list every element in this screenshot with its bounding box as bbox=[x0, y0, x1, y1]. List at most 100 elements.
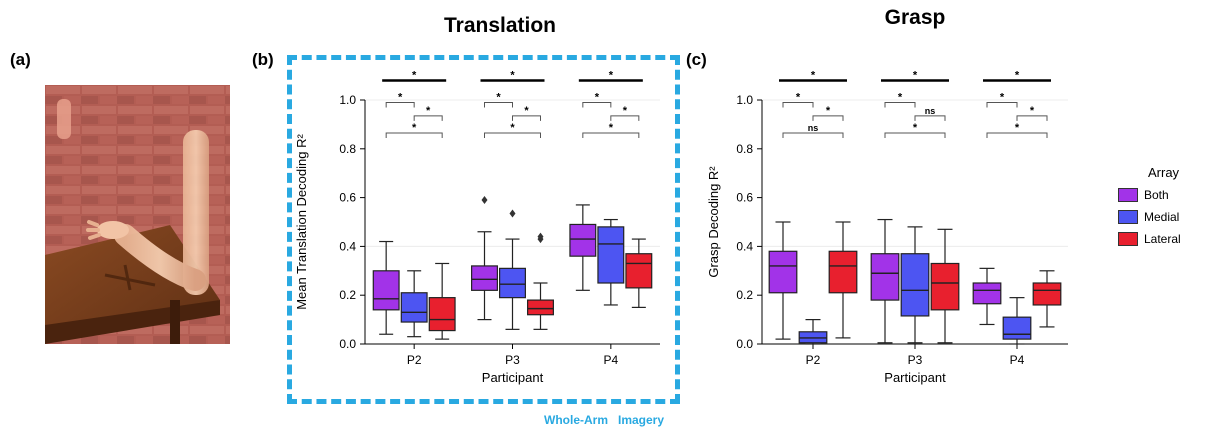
significance-label: * bbox=[426, 105, 431, 117]
legend-swatch-lateral bbox=[1118, 232, 1138, 246]
significance-label: * bbox=[609, 122, 614, 134]
box-body bbox=[972, 282, 1002, 305]
box-medial bbox=[1002, 297, 1032, 345]
box-body bbox=[597, 226, 625, 284]
bracket-line bbox=[986, 101, 1018, 108]
box-medial bbox=[499, 209, 526, 330]
box-lateral bbox=[527, 232, 554, 330]
box-lateral bbox=[428, 262, 456, 340]
virtual-arm-scene bbox=[45, 85, 230, 344]
significance-bracket: * bbox=[884, 91, 916, 108]
panel-label-c: (c) bbox=[686, 50, 707, 69]
outlier-point bbox=[509, 209, 516, 218]
significance-bracket: * bbox=[480, 69, 545, 82]
legend-label-both: Both bbox=[1144, 188, 1169, 202]
legend-label-lateral: Lateral bbox=[1144, 232, 1181, 246]
significance-label: * bbox=[623, 105, 628, 117]
legend-item-both: Both bbox=[1118, 184, 1181, 206]
box-lateral bbox=[1032, 270, 1062, 328]
box-body bbox=[471, 265, 498, 291]
legend-swatch-medial bbox=[1118, 210, 1138, 224]
bracket-line bbox=[782, 101, 814, 108]
translation-boxplot: 0.0 0.2 0.4 0.6 0.8 1.0 Mean Translation Decod… bbox=[294, 69, 660, 385]
box-body bbox=[428, 297, 456, 332]
significance-bracket: * bbox=[582, 91, 612, 108]
box-body bbox=[768, 250, 798, 294]
box-both bbox=[972, 267, 1002, 326]
significance-bracket: ns bbox=[782, 123, 844, 138]
box-body bbox=[372, 270, 400, 311]
legend-label-medial: Medial bbox=[1144, 210, 1180, 224]
bracket-line bbox=[914, 115, 946, 121]
significance-bracket: * bbox=[413, 105, 443, 121]
significance-bracket: ns bbox=[914, 106, 946, 121]
significance-bracket: * bbox=[610, 105, 640, 121]
box-body bbox=[400, 292, 428, 323]
x-tick-label: P2 bbox=[407, 353, 422, 367]
box-both bbox=[870, 218, 900, 344]
significance-bracket: * bbox=[484, 122, 541, 138]
significance-bracket: * bbox=[512, 105, 541, 121]
virtual-arm-illustration bbox=[45, 85, 230, 344]
bracket-line bbox=[512, 115, 541, 121]
box-body bbox=[900, 253, 930, 317]
bracket-line bbox=[986, 132, 1048, 138]
y-axis-title: Mean Translation Decoding R² bbox=[294, 134, 309, 310]
x-tick-label: P4 bbox=[1010, 353, 1025, 367]
x-tick-label: P2 bbox=[806, 353, 821, 367]
significance-label: * bbox=[510, 122, 515, 134]
box-body bbox=[1032, 282, 1062, 306]
significance-label: * bbox=[595, 91, 600, 103]
significance-bracket: * bbox=[382, 69, 447, 82]
y-tick-label: 0.6 bbox=[736, 191, 753, 205]
significance-label: * bbox=[1000, 91, 1005, 103]
y-axis-title: Grasp Decoding R² bbox=[706, 166, 721, 278]
significance-label: * bbox=[913, 69, 918, 81]
bracket-line bbox=[884, 101, 916, 108]
legend-title: Array bbox=[1148, 165, 1180, 180]
x-axis-title: Participant bbox=[884, 370, 946, 385]
panel-label-b: (b) bbox=[252, 50, 274, 69]
outlier-point bbox=[481, 196, 488, 205]
bracket-line bbox=[413, 115, 443, 121]
bracket-line bbox=[1016, 115, 1048, 121]
box-body bbox=[870, 253, 900, 301]
significance-label: * bbox=[1015, 122, 1020, 134]
box-medial bbox=[798, 319, 828, 345]
y-tick-label: 1.0 bbox=[736, 93, 753, 107]
whole-arm-imagery-caption: Whole-Arm Imagery bbox=[544, 413, 665, 427]
significance-label: * bbox=[826, 105, 831, 117]
box-lateral bbox=[828, 221, 858, 339]
significance-label: * bbox=[796, 91, 801, 103]
box-body bbox=[930, 262, 960, 311]
significance-bracket: * bbox=[986, 91, 1018, 108]
translation-title: Translation bbox=[443, 14, 557, 37]
whole-arm-highlight-frame bbox=[287, 55, 680, 404]
box-body bbox=[569, 223, 597, 257]
legend-item-medial: Medial bbox=[1118, 206, 1181, 228]
significance-label: ns bbox=[808, 123, 819, 133]
box-both bbox=[372, 240, 400, 335]
x-axis-title: Participant bbox=[482, 370, 544, 385]
significance-bracket: * bbox=[782, 91, 814, 108]
x-tick-label: P3 bbox=[505, 353, 520, 367]
significance-bracket: * bbox=[484, 91, 513, 108]
bracket-line bbox=[610, 115, 640, 121]
bracket-line bbox=[582, 132, 640, 138]
y-tick-label: 0.2 bbox=[339, 288, 356, 302]
bracket-line bbox=[484, 101, 513, 108]
bracket-line bbox=[812, 115, 844, 121]
significance-bracket: * bbox=[983, 69, 1051, 82]
significance-label: * bbox=[811, 69, 816, 81]
y-tick-label: 0.0 bbox=[339, 337, 356, 351]
significance-bracket: * bbox=[582, 122, 640, 138]
bracket-line bbox=[884, 132, 946, 138]
legend: Array Both Medial Lateral bbox=[1118, 165, 1181, 250]
significance-bracket: * bbox=[385, 91, 415, 108]
y-tick-label: 1.0 bbox=[339, 93, 356, 107]
bracket-line bbox=[782, 132, 844, 138]
significance-bracket: * bbox=[881, 69, 949, 82]
bracket-line bbox=[582, 101, 612, 108]
significance-bracket: * bbox=[779, 69, 847, 82]
box-medial bbox=[597, 218, 625, 306]
